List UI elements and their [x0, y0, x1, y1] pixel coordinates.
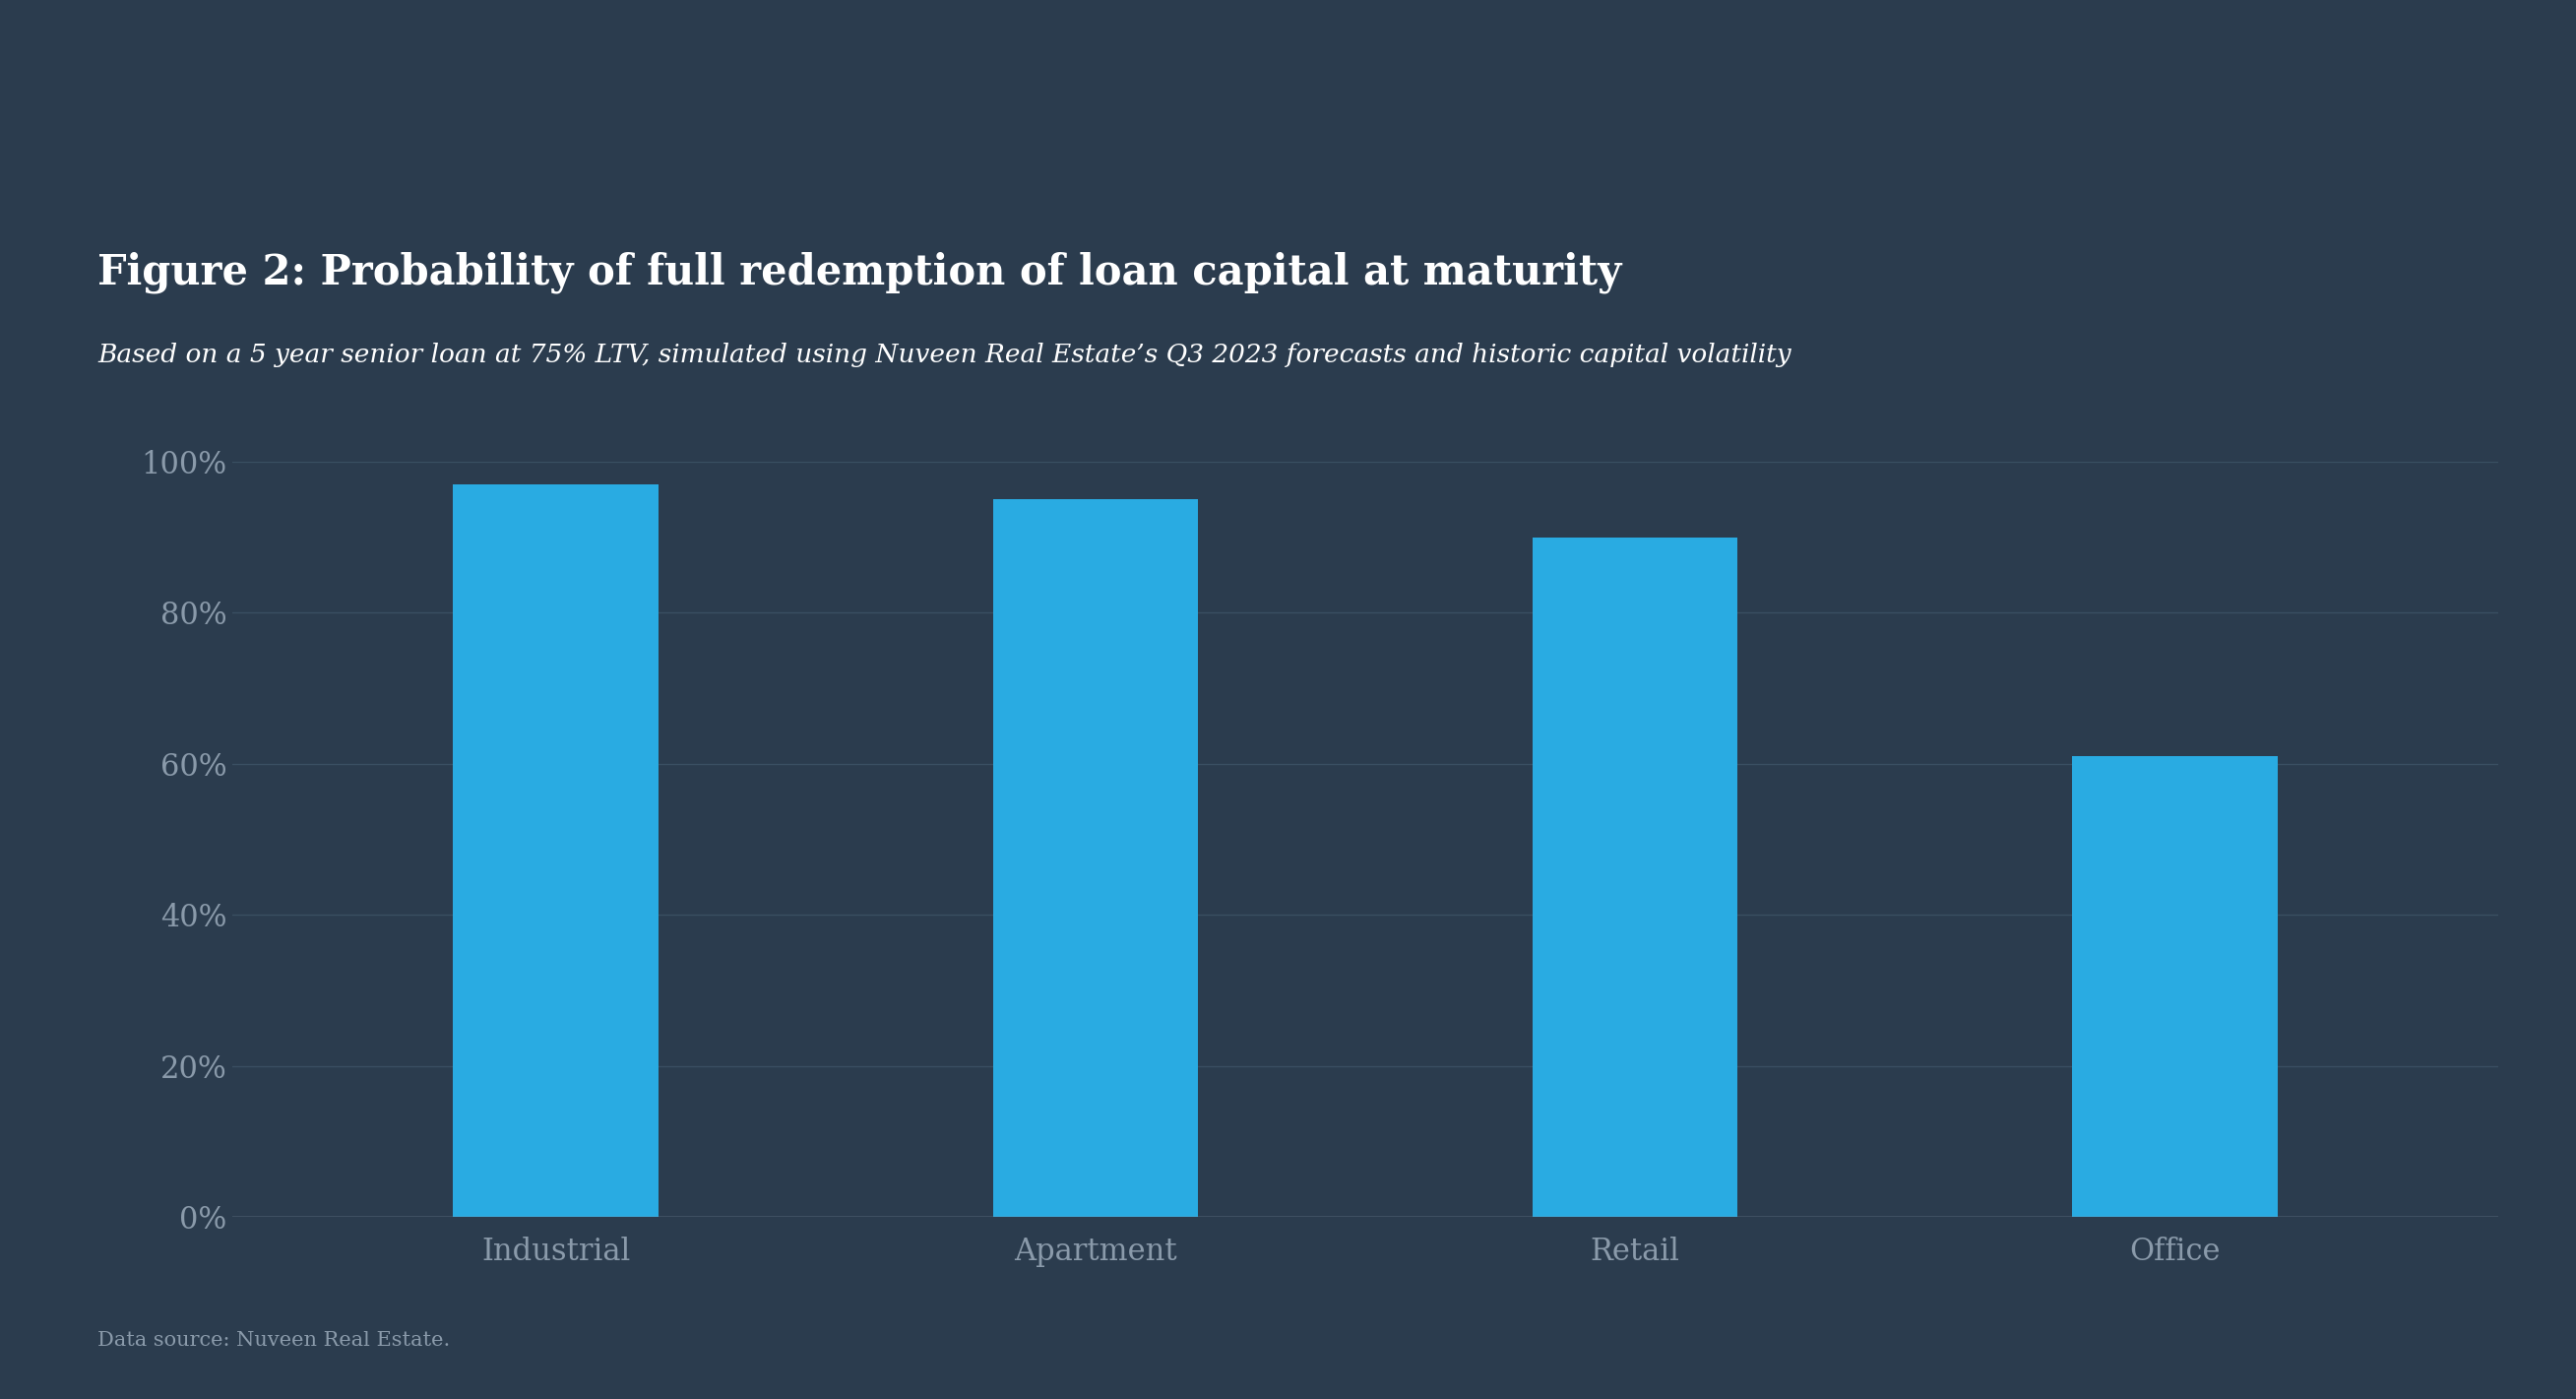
Text: Figure 2: Probability of full redemption of loan capital at maturity: Figure 2: Probability of full redemption… [98, 252, 1623, 294]
Bar [992, 499, 1198, 1217]
Bar [453, 484, 659, 1217]
Text: Data source: Nuveen Real Estate.: Data source: Nuveen Real Estate. [98, 1332, 451, 1350]
Bar [1533, 537, 1739, 1217]
Text: Based on a 5 year senior loan at 75% LTV, simulated using Nuveen Real Estate’s Q: Based on a 5 year senior loan at 75% LTV… [98, 343, 1790, 368]
Bar [2071, 757, 2277, 1217]
